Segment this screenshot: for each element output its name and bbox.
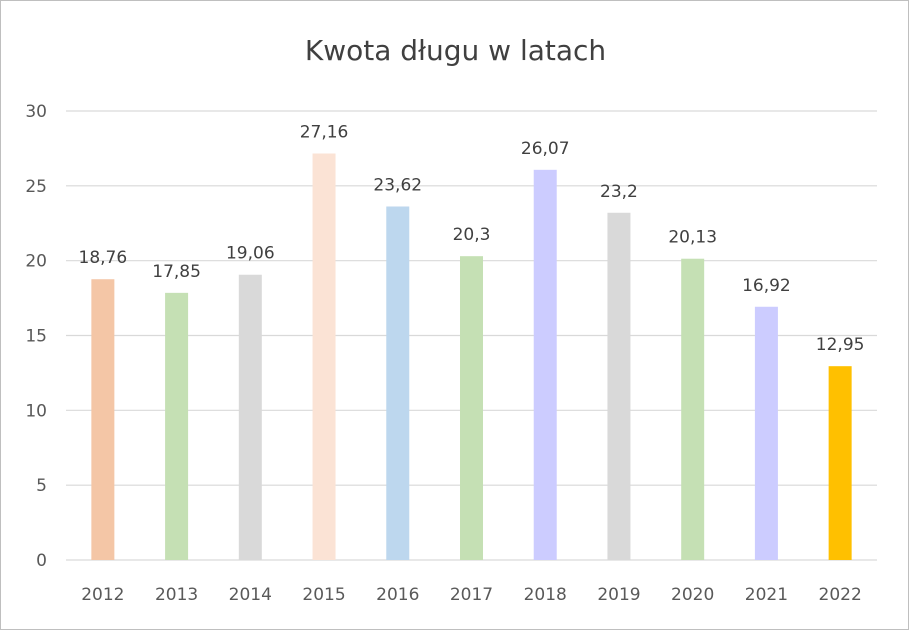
x-tick-label-2018: 2018 xyxy=(524,585,567,605)
data-label-2016: 23,62 xyxy=(373,175,422,195)
bar-2018 xyxy=(533,169,557,560)
chart-title: Kwota długu w latach xyxy=(304,34,607,67)
x-tick-label-2012: 2012 xyxy=(81,585,124,605)
y-tick-label-25: 25 xyxy=(25,177,47,197)
data-label-2019: 23,2 xyxy=(600,182,638,202)
bar-2013 xyxy=(165,292,189,560)
y-tick-label-5: 5 xyxy=(36,476,47,496)
bar-2012 xyxy=(91,279,115,560)
data-label-2014: 19,06 xyxy=(226,244,275,264)
data-label-2021: 16,92 xyxy=(742,276,791,296)
bar-2015 xyxy=(312,153,336,560)
data-label-2017: 20,3 xyxy=(453,225,491,245)
bar-2016 xyxy=(386,206,410,560)
y-tick-label-15: 15 xyxy=(25,327,47,347)
x-tick-label-2020: 2020 xyxy=(671,585,714,605)
x-tick-label-2015: 2015 xyxy=(302,585,345,605)
y-tick-label-10: 10 xyxy=(25,401,47,421)
data-label-2013: 17,85 xyxy=(152,262,201,282)
bar-2021 xyxy=(754,306,778,560)
data-label-2012: 18,76 xyxy=(79,248,128,268)
x-tick-label-2022: 2022 xyxy=(819,585,862,605)
bar-2017 xyxy=(460,256,483,560)
data-label-2020: 20,13 xyxy=(668,228,717,248)
x-tick-label-2017: 2017 xyxy=(450,585,493,605)
x-tick-label-2021: 2021 xyxy=(745,585,788,605)
x-tick-label-2016: 2016 xyxy=(376,585,419,605)
data-label-2018: 26,07 xyxy=(521,139,570,159)
x-tick-label-2014: 2014 xyxy=(229,585,272,605)
y-tick-label-20: 20 xyxy=(25,252,47,272)
bar-2014 xyxy=(238,274,262,560)
bar-2020 xyxy=(681,258,705,560)
y-tick-label-0: 0 xyxy=(36,551,47,571)
data-label-2015: 27,16 xyxy=(300,123,349,143)
x-tick-label-2013: 2013 xyxy=(155,585,198,605)
data-label-2022: 12,95 xyxy=(816,335,865,355)
bar-2022 xyxy=(828,366,852,560)
x-tick-label-2019: 2019 xyxy=(597,585,640,605)
bar-2019 xyxy=(607,212,631,561)
y-tick-label-30: 30 xyxy=(25,102,47,122)
